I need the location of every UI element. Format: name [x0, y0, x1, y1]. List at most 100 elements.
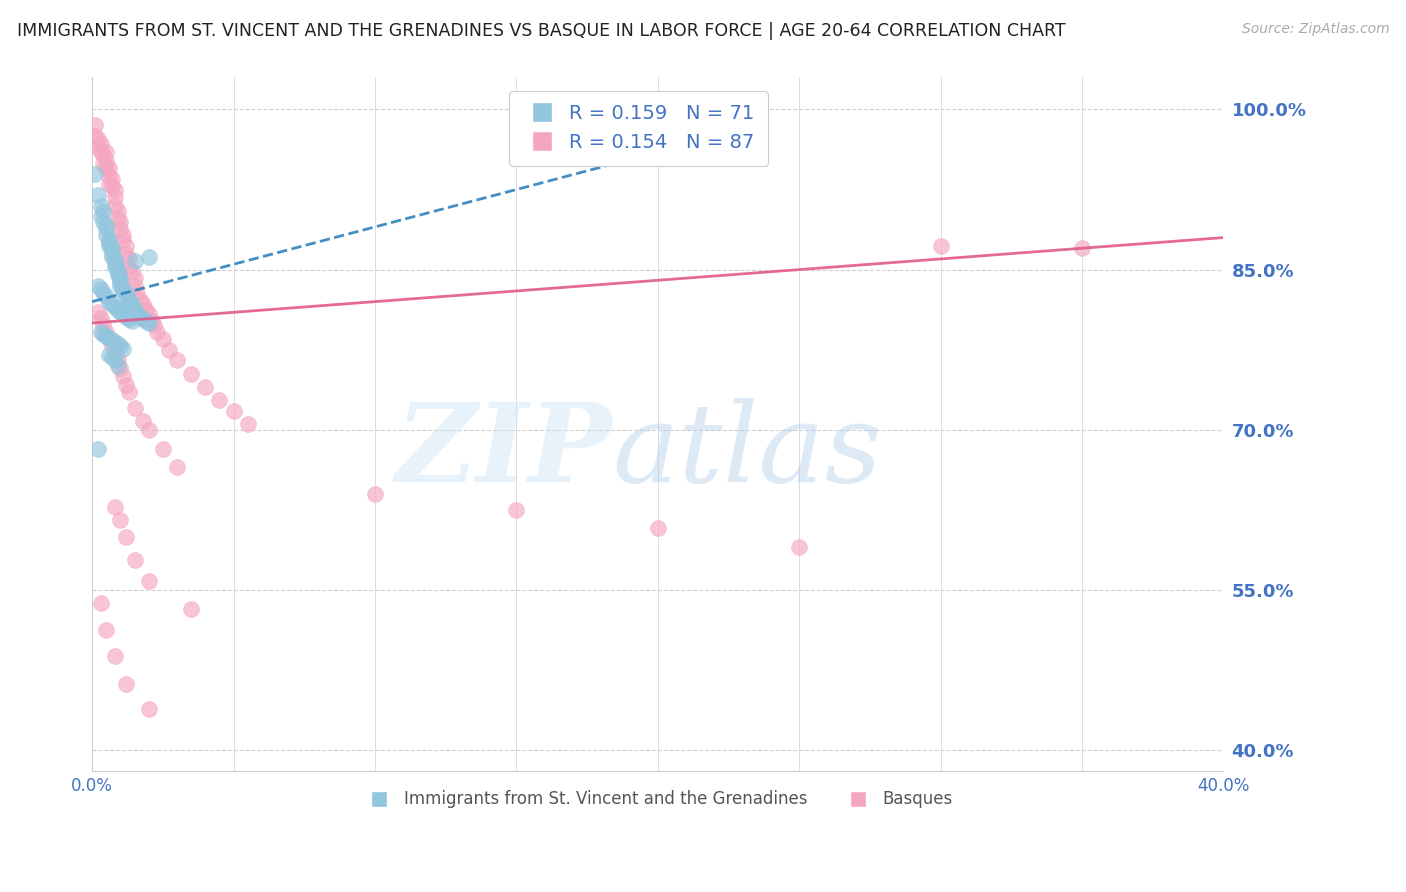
Point: [112, 369, 135, 384]
Point: [118, 260, 141, 275]
Point: [90, 145, 112, 160]
Point: [98, 233, 121, 247]
Point: [98, 161, 121, 176]
Point: [124, 401, 146, 416]
Point: [194, 380, 217, 394]
Point: [132, 414, 155, 428]
Point: [138, 308, 160, 322]
Point: [104, 182, 127, 196]
Text: atlas: atlas: [613, 399, 882, 506]
Point: [112, 233, 135, 247]
Point: [93, 326, 115, 341]
Point: [115, 239, 138, 253]
Point: [118, 252, 141, 266]
Point: [93, 286, 115, 301]
Point: [107, 359, 129, 373]
Point: [104, 198, 127, 212]
Point: [138, 702, 160, 716]
Point: [110, 222, 132, 236]
Point: [115, 289, 138, 303]
Point: [1070, 241, 1092, 255]
Point: [90, 325, 112, 339]
Point: [87, 187, 110, 202]
Point: [141, 314, 163, 328]
Point: [87, 132, 110, 146]
Point: [112, 342, 135, 356]
Point: [101, 339, 124, 353]
Point: [101, 172, 124, 186]
Point: [138, 574, 160, 589]
Point: [110, 276, 132, 290]
Point: [107, 303, 129, 318]
Point: [101, 241, 124, 255]
Point: [112, 228, 135, 243]
Point: [127, 308, 149, 322]
Point: [98, 178, 121, 192]
Point: [93, 203, 115, 218]
Point: [98, 348, 121, 362]
Point: [96, 624, 118, 638]
Point: [135, 314, 157, 328]
Point: [93, 156, 115, 170]
Point: [110, 339, 132, 353]
Point: [121, 297, 143, 311]
Point: [118, 385, 141, 400]
Point: [118, 293, 141, 307]
Point: [118, 311, 141, 326]
Point: [96, 325, 118, 339]
Point: [124, 303, 146, 318]
Point: [129, 310, 152, 324]
Point: [90, 209, 112, 223]
Point: [127, 286, 149, 301]
Point: [104, 500, 127, 514]
Point: [110, 360, 132, 375]
Point: [104, 300, 127, 314]
Point: [101, 244, 124, 258]
Point: [101, 246, 124, 260]
Legend: Immigrants from St. Vincent and the Grenadines, Basques: Immigrants from St. Vincent and the Gren…: [356, 784, 960, 815]
Point: [787, 540, 810, 554]
Point: [166, 460, 188, 475]
Point: [132, 311, 155, 326]
Point: [90, 282, 112, 296]
Point: [124, 278, 146, 293]
Point: [98, 332, 121, 346]
Point: [180, 602, 202, 616]
Point: [115, 529, 138, 543]
Point: [115, 310, 138, 324]
Point: [107, 268, 129, 282]
Point: [115, 378, 138, 392]
Point: [90, 198, 112, 212]
Point: [121, 300, 143, 314]
Point: [98, 235, 121, 250]
Point: [104, 346, 127, 360]
Point: [87, 278, 110, 293]
Point: [101, 297, 124, 311]
Point: [110, 271, 132, 285]
Point: [84, 167, 107, 181]
Point: [96, 328, 118, 343]
Point: [96, 289, 118, 303]
Point: [110, 514, 132, 528]
Point: [104, 353, 127, 368]
Point: [110, 278, 132, 293]
Point: [364, 487, 387, 501]
Point: [98, 331, 121, 345]
Point: [222, 403, 245, 417]
Point: [84, 119, 107, 133]
Point: [121, 314, 143, 328]
Text: IMMIGRANTS FROM ST. VINCENT AND THE GRENADINES VS BASQUE IN LABOR FORCE | AGE 20: IMMIGRANTS FROM ST. VINCENT AND THE GREN…: [17, 22, 1066, 40]
Point: [107, 203, 129, 218]
Point: [112, 282, 135, 296]
Point: [104, 190, 127, 204]
Point: [236, 417, 259, 432]
Point: [98, 294, 121, 309]
Text: Source: ZipAtlas.com: Source: ZipAtlas.com: [1241, 22, 1389, 37]
Point: [138, 250, 160, 264]
Point: [121, 265, 143, 279]
Y-axis label: In Labor Force | Age 20-64: In Labor Force | Age 20-64: [0, 315, 8, 534]
Point: [104, 252, 127, 266]
Point: [146, 325, 169, 339]
Point: [110, 305, 132, 319]
Point: [104, 260, 127, 275]
